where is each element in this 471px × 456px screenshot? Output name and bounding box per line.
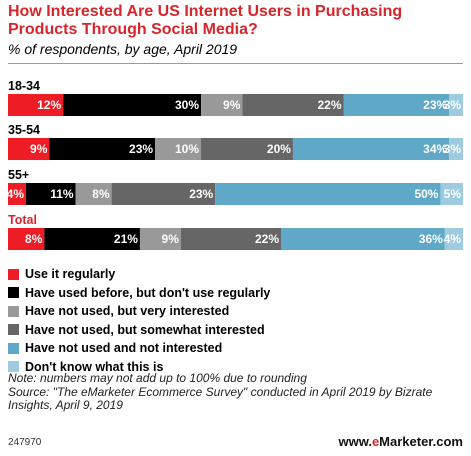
category-label: 18-34 — [8, 80, 40, 93]
category-label: Total — [8, 213, 37, 227]
data-label: 12% — [37, 98, 61, 112]
bar-segment — [111, 183, 216, 205]
data-label: 22% — [255, 232, 279, 246]
data-label: 3% — [444, 142, 462, 156]
data-label: 34% — [423, 142, 447, 156]
data-label: 36% — [419, 232, 443, 246]
data-label: 23% — [129, 142, 153, 156]
data-label: 23% — [423, 98, 447, 112]
bar-segment — [281, 228, 445, 250]
bar-segment — [440, 183, 463, 205]
bar-segment — [215, 183, 441, 205]
bar-segment — [8, 94, 64, 116]
bar-segment — [180, 228, 281, 250]
data-label: 4% — [444, 232, 462, 246]
data-label: 22% — [317, 98, 341, 112]
legend-swatch — [8, 361, 19, 373]
bar-segment — [449, 94, 463, 116]
data-label: 9% — [162, 232, 180, 246]
chart-title: How Interested Are US Internet Users in … — [8, 3, 403, 38]
legend-label: Don't know what this is — [25, 359, 164, 374]
bar-segment — [242, 94, 344, 116]
bar-segment — [201, 94, 243, 116]
data-label: 50% — [414, 187, 438, 201]
legend-item: Have not used and not interested — [8, 339, 270, 358]
footnote-source: Source: "The eMarketer Ecommerce Survey"… — [8, 384, 433, 412]
bar-segment — [449, 138, 463, 160]
data-label: 21% — [114, 232, 138, 246]
legend-swatch — [8, 342, 19, 354]
data-label: 20% — [267, 142, 291, 156]
chart-legend: Use it regularly Have used before, but d… — [8, 265, 270, 376]
data-label: 10% — [175, 142, 199, 156]
legend-label: Have not used, but very interested — [25, 304, 230, 319]
data-label: 5% — [444, 187, 462, 201]
category-label: 55+ — [8, 168, 29, 182]
footnote: Note: numbers may not add up to 100% due… — [8, 371, 463, 413]
bar-segment — [292, 138, 450, 160]
legend-label: Have used before, but don't use regularl… — [25, 285, 271, 300]
bar-segment — [8, 228, 45, 250]
brand-e: e — [371, 434, 380, 449]
legend-item: Have not used, but somewhat interested — [8, 321, 270, 340]
legend-swatch — [8, 305, 19, 317]
legend-item: Have not used, but very interested — [8, 302, 270, 321]
legend-item: Have used before, but don't use regularl… — [8, 284, 270, 303]
brand-prefix: www. — [338, 434, 372, 449]
chart-subtitle: % of respondents, by age, April 2019 — [8, 41, 238, 57]
legend-label: Have not used, but somewhat interested — [25, 322, 265, 337]
title-divider — [8, 63, 463, 64]
legend-swatch — [8, 268, 19, 280]
data-label: 4% — [7, 187, 25, 201]
data-label: 3% — [444, 98, 462, 112]
brand-suffix: Marketer.com — [379, 434, 463, 449]
legend-swatch — [8, 287, 19, 299]
bar-segment — [75, 183, 112, 205]
bar-segment — [444, 228, 463, 250]
legend-item: Don't know what this is — [8, 358, 270, 377]
data-label: 8% — [25, 232, 43, 246]
bar-segment — [63, 94, 202, 116]
bar-segment — [26, 183, 76, 205]
bar-segment — [343, 94, 450, 116]
legend-item: Use it regularly — [8, 265, 270, 284]
footnote-note: Note: numbers may not add up to 100% due… — [8, 371, 307, 385]
bar-segment — [8, 138, 50, 160]
bar-segment — [139, 228, 181, 250]
bar-segment — [49, 138, 156, 160]
data-label: 9% — [30, 142, 48, 156]
legend-swatch — [8, 324, 19, 336]
data-label: 30% — [175, 98, 199, 112]
data-label: 8% — [92, 187, 110, 201]
data-label: 23% — [189, 187, 213, 201]
legend-label: Use it regularly — [25, 267, 116, 282]
brand-link[interactable]: www.eMarketer.com — [338, 434, 463, 449]
data-label: 11% — [50, 187, 74, 201]
category-label: 35-54 — [8, 123, 40, 137]
bar-segment — [201, 138, 293, 160]
bar-segment — [44, 228, 140, 250]
bar-segment — [8, 183, 27, 205]
bar-segment — [155, 138, 202, 160]
chart-id: 247970 — [8, 437, 42, 448]
data-label: 9% — [223, 98, 241, 112]
legend-label: Have not used and not interested — [25, 341, 223, 356]
